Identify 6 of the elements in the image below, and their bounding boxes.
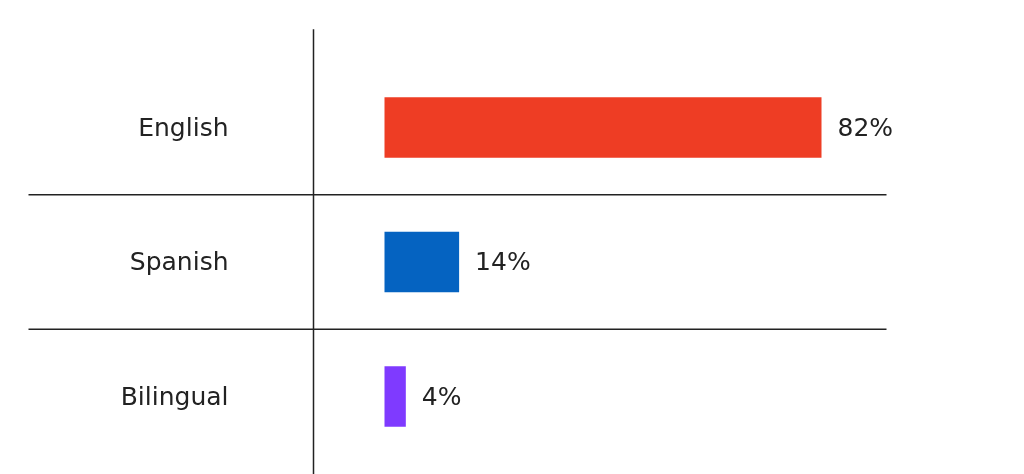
data-label: 14%	[475, 247, 531, 277]
y-tick-label: Bilingual	[120, 381, 229, 411]
data-label: 4%	[421, 381, 462, 411]
y-tick-label: Spanish	[129, 247, 229, 277]
y-tick-label: English	[138, 112, 229, 142]
data-label: 82%	[837, 112, 894, 142]
